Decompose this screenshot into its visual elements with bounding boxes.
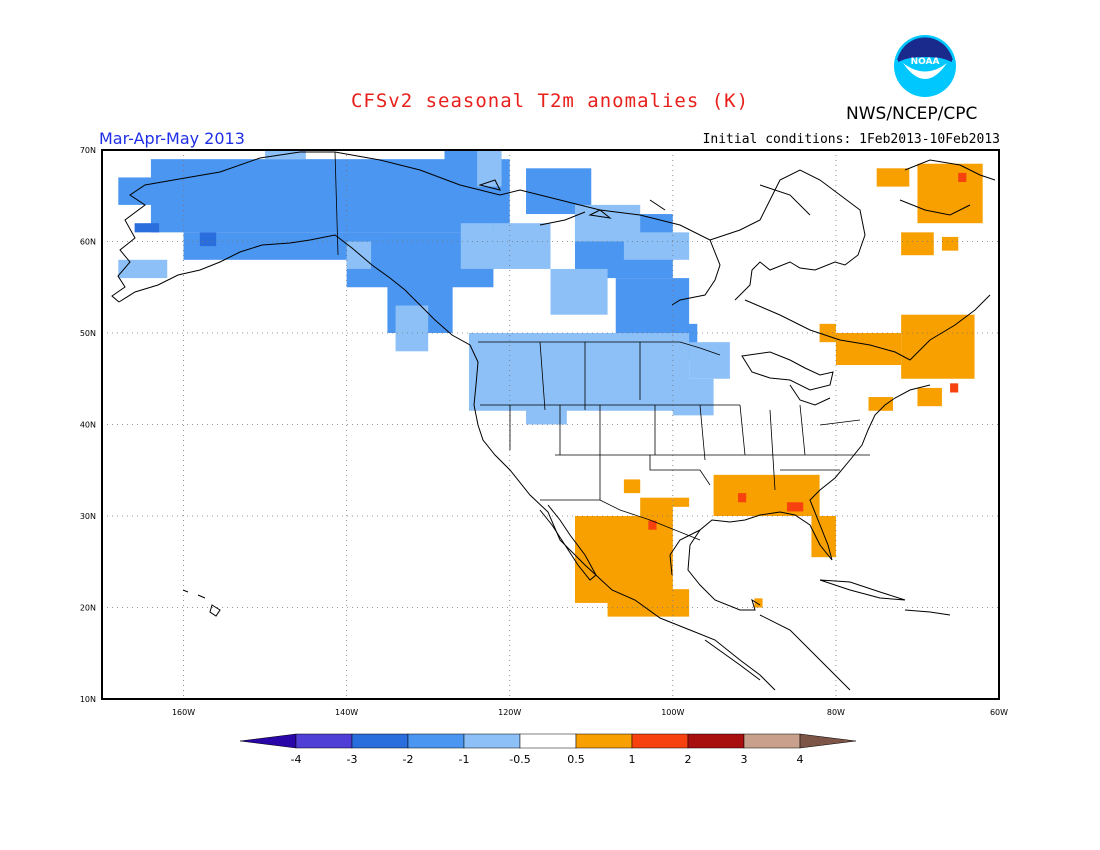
anomaly-cell (835, 333, 902, 366)
anomaly-cell (526, 406, 567, 425)
latitude-tick-label: 50N (80, 329, 96, 338)
latitude-tick-label: 10N (80, 695, 96, 704)
anomaly-cell (493, 223, 551, 269)
agency-label: NWS/NCEP/CPC (846, 104, 978, 124)
longitude-tick-label: 60W (990, 708, 1008, 717)
colorbar-label: -2 (403, 753, 414, 766)
axis-labels: 160W 140W 120W 100W 80W 60W 70N 60N 50N 40N 30N 20N… (80, 146, 1008, 717)
anomaly-cell (346, 241, 372, 269)
colorbar-label: 1 (629, 753, 636, 766)
noaa-logo-icon: NOAA (894, 35, 956, 97)
latitude-tick-label: 60N (80, 238, 96, 247)
season-label: Mar-Apr-May 2013 (99, 129, 245, 148)
plot-frame (101, 149, 1000, 700)
colorbar-label: -1 (459, 753, 470, 766)
colorbar: -4 -3 -2 -1 -0.5 0.5 1 2 3 4 (239, 733, 857, 766)
anomaly-cell (941, 236, 959, 251)
anomaly-cell (550, 268, 608, 315)
anomaly-cell (199, 232, 217, 247)
anomaly-cell (868, 397, 893, 411)
longitude-tick-label: 120W (498, 708, 521, 717)
anomaly-cell (134, 223, 160, 233)
colorbar-segment (575, 733, 633, 749)
map-title: CFSv2 seasonal T2m anomalies (K) (350, 90, 750, 112)
colorbar-arrow-left (239, 733, 297, 749)
anomaly-cell (648, 520, 657, 530)
anomaly-cell (672, 378, 714, 416)
colorbar-segment (295, 733, 353, 749)
anomaly-cell (754, 598, 763, 608)
colorbar-label: 2 (685, 753, 692, 766)
longitude-tick-label: 100W (661, 708, 684, 717)
colorbar-segment (631, 733, 689, 749)
anomaly-cell (917, 387, 942, 407)
anomaly-cell (917, 163, 983, 224)
coastlines (111, 151, 996, 691)
anomaly-cell (958, 172, 967, 183)
anomaly-cell (738, 493, 747, 503)
anomaly-cell (607, 333, 657, 361)
anomaly-cells (118, 150, 983, 617)
longitude-tick-label: 80W (827, 708, 845, 717)
colorbar-arrow-right (799, 733, 857, 749)
anomaly-cell (118, 177, 184, 205)
anomaly-cell (640, 497, 673, 516)
anomaly-cell (713, 474, 820, 516)
colorbar-segment (687, 733, 745, 749)
anomaly-cell (672, 497, 690, 507)
colorbar-label: 3 (741, 753, 748, 766)
anomaly-cell (786, 502, 804, 512)
latitude-tick-label: 70N (80, 146, 96, 155)
anomaly-cell (689, 342, 730, 379)
initial-conditions-label: Initial conditions: 1Feb2013-10Feb2013 (702, 132, 1000, 147)
anomaly-cell (811, 516, 836, 558)
colorbar-segment (407, 733, 465, 749)
latitude-tick-label: 40N (80, 421, 96, 430)
anomaly-cell (901, 232, 934, 256)
latitude-tick-label: 30N (80, 512, 96, 521)
colorbar-label: 4 (797, 753, 804, 766)
colorbar-label: -0.5 (509, 753, 530, 766)
anomaly-cell (950, 383, 959, 393)
colorbar-segment (351, 733, 409, 749)
colorbar-segment (743, 733, 801, 749)
anomaly-cell (574, 516, 673, 603)
colorbar-label: -4 (291, 753, 302, 766)
anomaly-cell (477, 150, 502, 187)
state-borders (334, 151, 870, 541)
anomaly-cell (395, 305, 429, 352)
colorbar-label: -3 (347, 753, 358, 766)
anomaly-cell (901, 314, 975, 379)
longitude-tick-label: 160W (172, 708, 195, 717)
anomaly-cell (876, 168, 910, 187)
anomaly-cell (623, 479, 641, 494)
colorbar-label: 0.5 (567, 753, 585, 766)
colorbar-segment (463, 733, 521, 749)
colorbar-segment (519, 733, 577, 749)
noaa-logo-text: NOAA (911, 57, 940, 67)
latitude-tick-label: 20N (80, 604, 96, 613)
anomaly-cell (460, 223, 494, 269)
longitude-tick-label: 140W (335, 708, 358, 717)
anomaly-cell (118, 259, 168, 279)
anomaly-cell (623, 232, 690, 260)
